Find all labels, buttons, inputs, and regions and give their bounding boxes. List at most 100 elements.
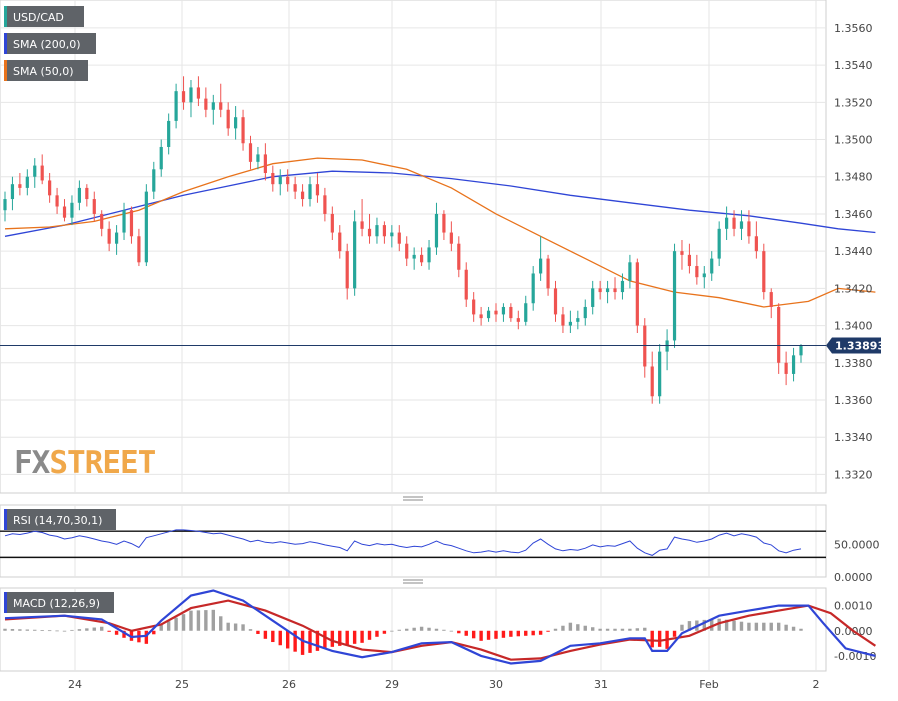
candle-up bbox=[628, 262, 632, 281]
macd-histogram-bar bbox=[278, 630, 282, 646]
macd-histogram-bar bbox=[166, 621, 171, 631]
macd-histogram-bar bbox=[576, 624, 580, 631]
candle-down bbox=[516, 318, 520, 322]
candle-down bbox=[100, 213, 104, 229]
macd-histogram-bar bbox=[315, 630, 320, 651]
candle-down bbox=[464, 269, 468, 300]
macd-histogram-bar bbox=[412, 627, 416, 631]
candle-down bbox=[286, 176, 290, 185]
macd-histogram-bar bbox=[531, 630, 535, 636]
candle-up bbox=[672, 251, 677, 341]
macd-tag[interactable]: MACD (12,26,9) bbox=[4, 592, 114, 613]
pane-resize-handle-1[interactable] bbox=[403, 496, 423, 501]
macd-histogram-bar bbox=[352, 630, 357, 644]
sma50-line bbox=[4, 157, 876, 308]
pane-resize-handle-2[interactable] bbox=[403, 579, 423, 584]
candle-up bbox=[799, 346, 803, 356]
rsi-pane[interactable] bbox=[0, 504, 827, 578]
price-tick-label: 1.3400 bbox=[834, 320, 873, 333]
macd-histogram-bar bbox=[204, 610, 208, 631]
macd-histogram-bar bbox=[672, 630, 677, 637]
candle-down bbox=[680, 251, 684, 255]
candle-down bbox=[300, 191, 305, 200]
macd-signal-line bbox=[4, 599, 877, 661]
candle-up bbox=[427, 247, 431, 263]
price-tick-label: 1.3340 bbox=[834, 431, 873, 444]
candle-down bbox=[561, 314, 565, 326]
rsi-tag[interactable]: RSI (14,70,30,1) bbox=[4, 509, 116, 530]
macd-histogram-bar bbox=[464, 630, 468, 636]
symbol-tag[interactable]: USD/CAD bbox=[4, 6, 84, 27]
macd-histogram-bar bbox=[70, 629, 74, 631]
candle-down bbox=[546, 258, 550, 289]
candle-down bbox=[479, 314, 483, 319]
candle-up bbox=[77, 187, 81, 203]
macd-histogram-bar bbox=[256, 630, 260, 634]
macd-histogram-bar bbox=[85, 628, 89, 631]
macd-histogram-bar bbox=[598, 628, 602, 631]
candle-down bbox=[784, 362, 788, 374]
fxstreet-watermark: FXSTREET bbox=[14, 445, 156, 481]
candle-up bbox=[144, 191, 148, 263]
macd-histogram-bar bbox=[300, 630, 305, 655]
macd-histogram-bar bbox=[25, 629, 30, 631]
price-tick-label: 1.3360 bbox=[834, 394, 873, 407]
macd-histogram-bar bbox=[3, 628, 7, 631]
macd-histogram-bar bbox=[769, 622, 773, 631]
candle-down bbox=[449, 232, 453, 244]
macd-histogram-bar bbox=[10, 628, 15, 631]
price-pane[interactable] bbox=[0, 0, 827, 494]
candle-down bbox=[405, 243, 409, 259]
candle-up bbox=[33, 165, 37, 177]
macd-tick-label: 0.0010 bbox=[834, 600, 873, 613]
candle-down bbox=[457, 243, 461, 270]
candle-down bbox=[494, 310, 498, 315]
price-tick-label: 1.3420 bbox=[834, 282, 873, 295]
candle-down bbox=[248, 143, 253, 162]
candle-down bbox=[92, 199, 96, 214]
macd-histogram-bar bbox=[40, 630, 44, 631]
sma50-tag[interactable]: SMA (50,0) bbox=[4, 60, 88, 81]
candle-up bbox=[390, 232, 394, 237]
macd-histogram-bar bbox=[524, 630, 528, 636]
candle-down bbox=[181, 91, 186, 103]
candle-down bbox=[360, 221, 364, 229]
candle-up bbox=[591, 288, 595, 307]
candle-down bbox=[315, 184, 320, 196]
candle-down bbox=[62, 206, 67, 218]
candle-down bbox=[367, 228, 372, 237]
candle-down bbox=[509, 306, 513, 319]
time-tick-label: 26 bbox=[282, 678, 296, 691]
macd-histogram-bar bbox=[568, 622, 573, 631]
candle-down bbox=[553, 288, 558, 315]
macd-histogram-bar bbox=[419, 626, 424, 631]
macd-histogram-bar bbox=[189, 610, 193, 631]
macd-histogram-bar bbox=[233, 623, 238, 631]
macd-histogram-bar bbox=[486, 630, 491, 640]
sma200-tag[interactable]: SMA (200,0) bbox=[4, 33, 96, 54]
candle-down bbox=[769, 292, 773, 307]
macd-histogram-bar bbox=[457, 630, 461, 634]
macd-histogram-bar bbox=[680, 624, 684, 631]
price-tick-label: 1.3560 bbox=[834, 22, 873, 35]
macd-histogram-bar bbox=[174, 617, 178, 631]
price-axis-labels: 1.3320 1.3340 1.3360 1.3380 1.3400 1.3420 1.34… bbox=[834, 22, 880, 663]
macd-histogram-bar bbox=[390, 630, 394, 632]
price-tick-label: 1.3500 bbox=[834, 134, 873, 147]
candle-up bbox=[114, 232, 119, 244]
macd-histogram-bar bbox=[367, 630, 372, 640]
macd-histogram-bar bbox=[776, 622, 781, 631]
macd-histogram-bar bbox=[323, 630, 327, 649]
macd-histogram-bar bbox=[62, 630, 67, 632]
candle-up bbox=[278, 176, 282, 185]
macd-histogram-bar bbox=[449, 630, 454, 632]
price-tick-label: 1.3320 bbox=[834, 468, 873, 481]
macd-histogram-bar bbox=[226, 622, 230, 631]
candle-down bbox=[323, 195, 327, 214]
candle-up bbox=[25, 176, 29, 188]
candlesticks bbox=[3, 76, 803, 404]
candle-up bbox=[725, 217, 729, 229]
price-tick-label: 1.3460 bbox=[834, 208, 873, 221]
watermark-fx: FX bbox=[14, 445, 51, 481]
